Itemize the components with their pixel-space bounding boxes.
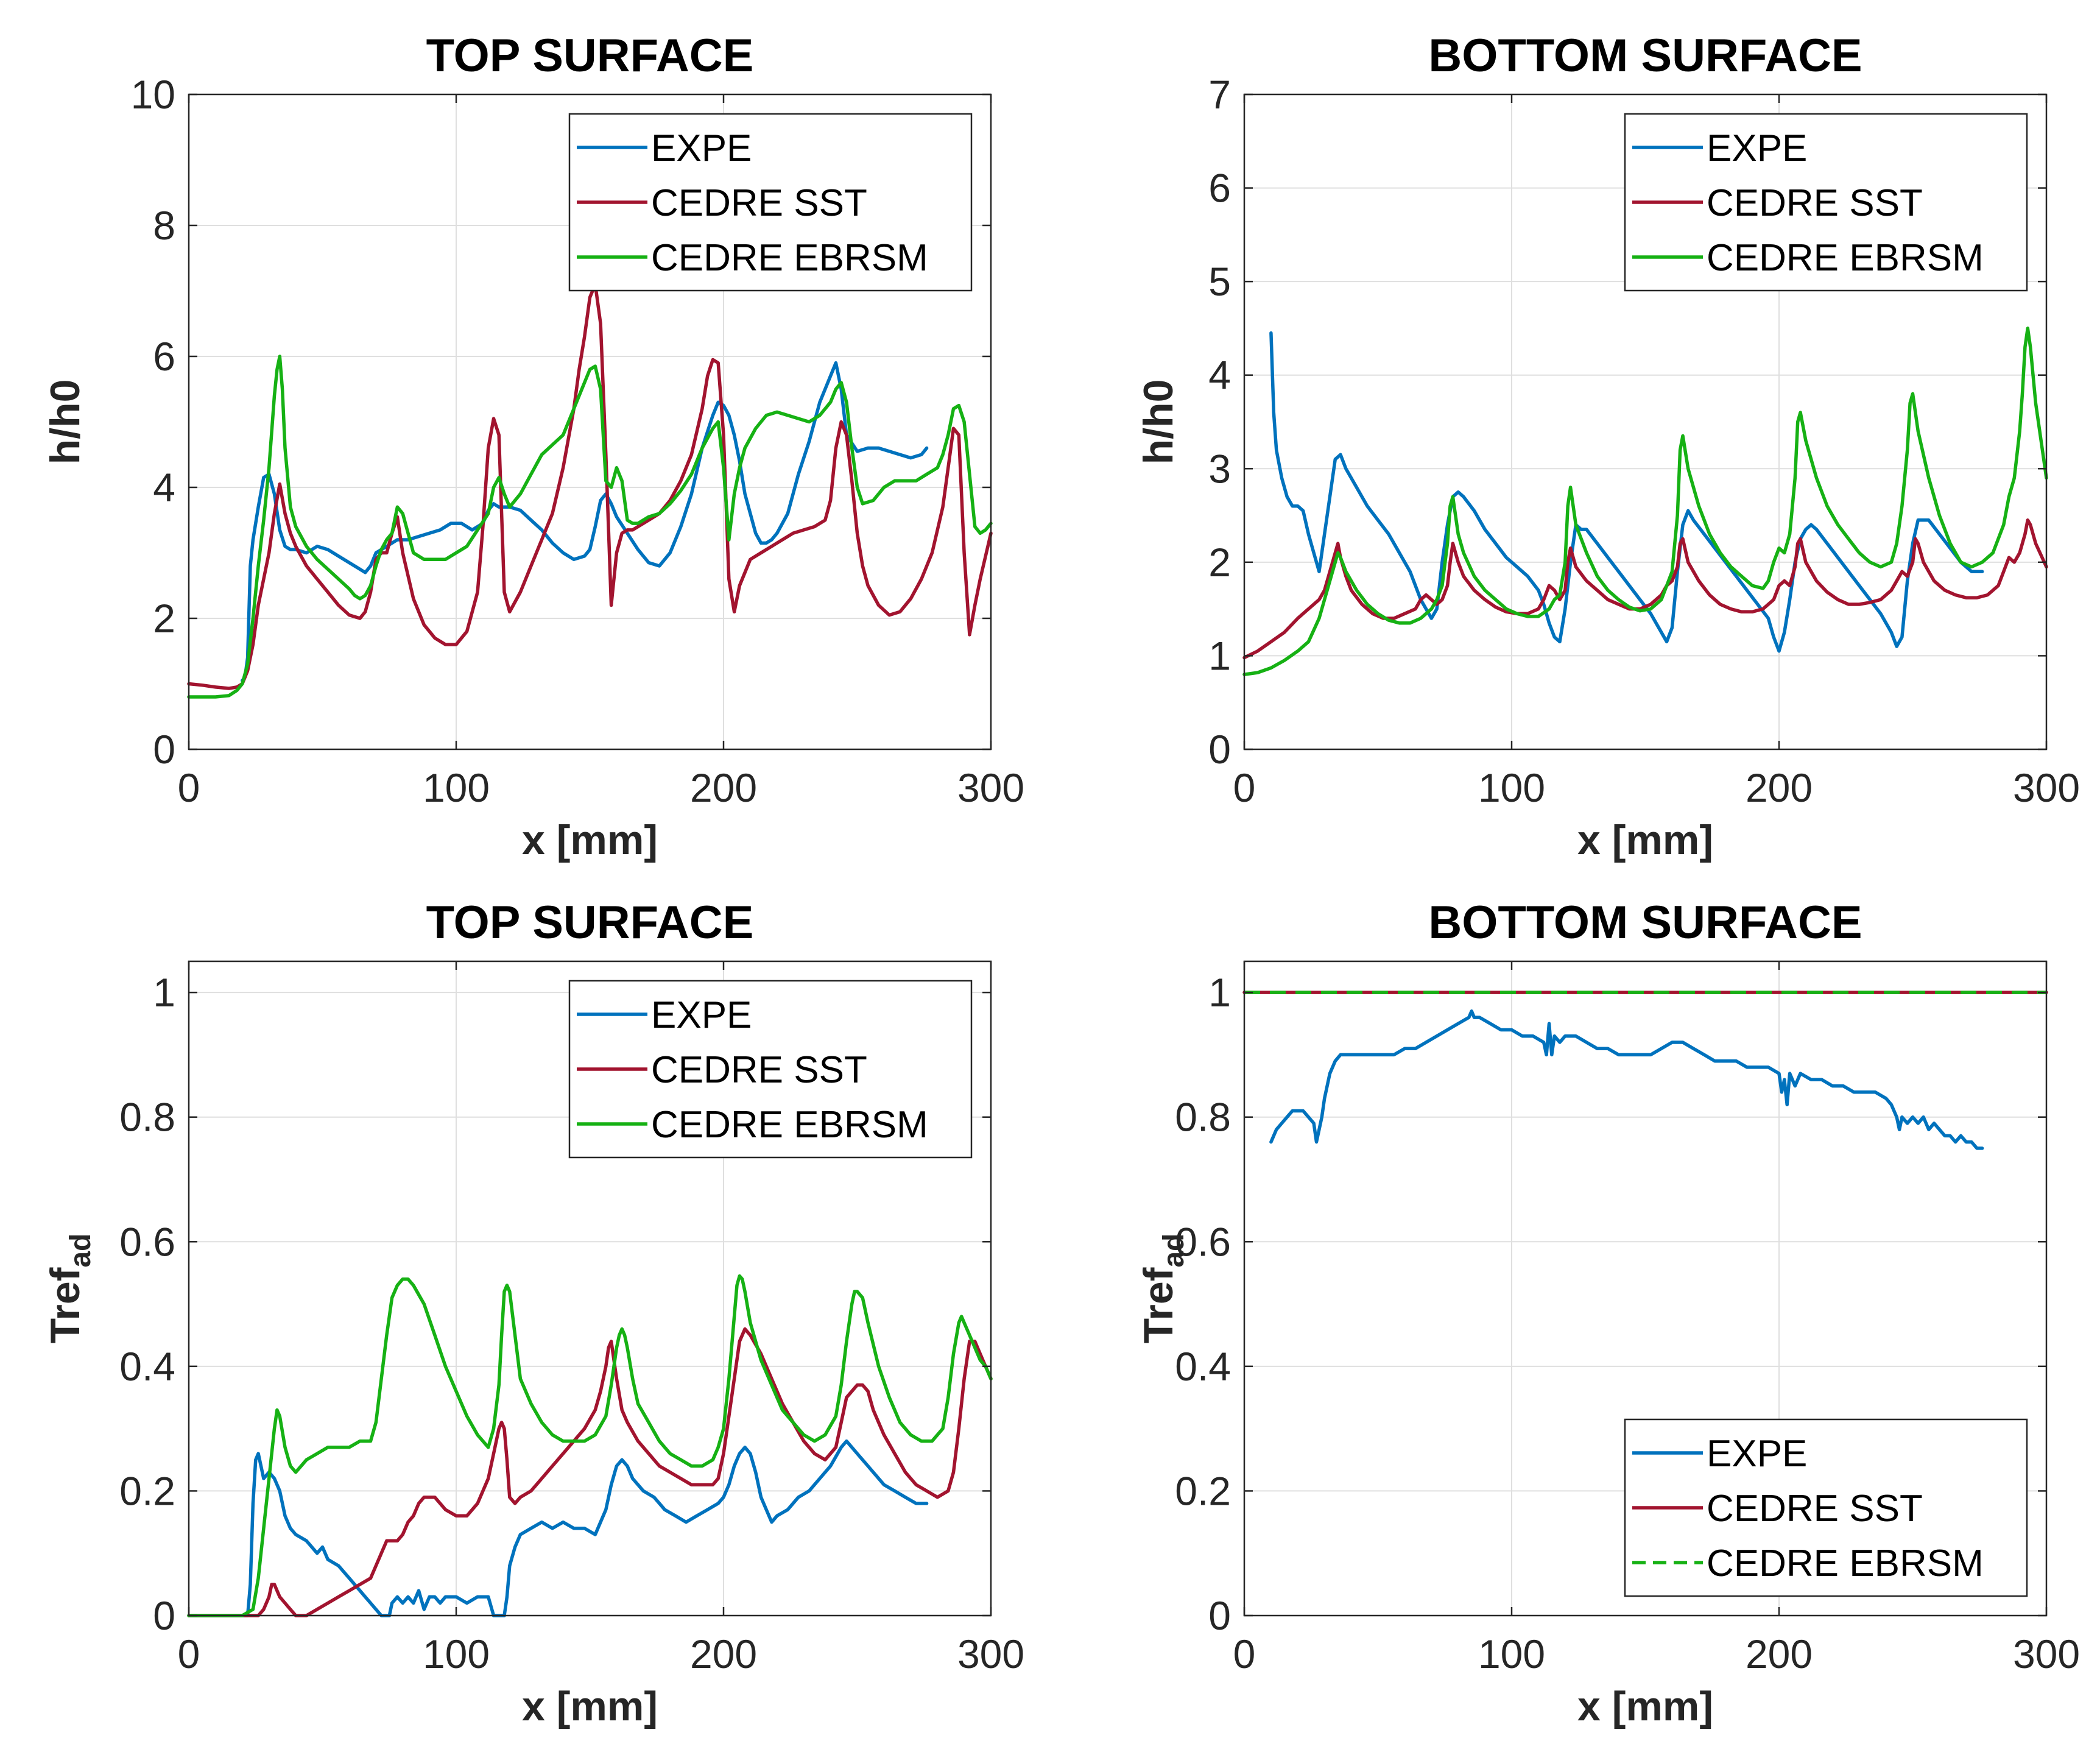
series-line-cedre-ebrsm [1242,327,2048,676]
series-line-expe [241,361,929,682]
x-tick-label: 0 [1233,1631,1256,1676]
x-tick-label: 100 [1478,1631,1545,1676]
legend-label: CEDRE SST [1707,1488,1923,1530]
x-tick-label: 0 [1233,765,1256,810]
y-tick-label: 4 [1208,353,1231,398]
y-axis-label: h/h0 [42,380,88,465]
y-axis-label: h/h0 [1135,380,1182,465]
x-tick-label: 300 [957,1631,1024,1676]
y-tick-label: 0.6 [1175,1219,1231,1264]
x-tick-label: 200 [1746,765,1813,810]
y-tick-label: 5 [1208,259,1231,304]
series-line-cedre-ebrsm [187,1274,993,1617]
y-tick-label: 1 [153,970,175,1015]
chart-title: TOP SURFACE [426,30,754,82]
legend: EXPE CEDRE SST CEDRE EBRSM [568,113,973,292]
chart-title: TOP SURFACE [426,897,754,949]
y-tick-label: 0.2 [1175,1468,1231,1513]
y-tick-label: 10 [131,72,175,117]
y-tick-label: 0.4 [1175,1344,1231,1389]
y-tick-label: 6 [1208,166,1231,211]
x-tick-label: 100 [423,1631,490,1676]
y-axis-label: Trefad [42,1234,97,1344]
legend-label: EXPE [651,994,752,1036]
legend-label: CEDRE EBRSM [651,1104,928,1146]
axes-frame [1243,93,2048,751]
y-axis-label: Trefad [1135,1234,1190,1344]
legend: EXPE CEDRE SST CEDRE EBRSM [568,980,973,1159]
series-line-cedre-sst [1242,518,2048,660]
legend-label: CEDRE SST [651,182,867,224]
x-axis-label: x [mm] [522,817,658,863]
chart-panel-1: 0 100 200 300 0 2 4 6 8 10 TOP SURFACE x [mm] h/h0 EX… [42,30,1024,863]
y-tick-label: 0 [1208,727,1231,772]
x-tick-label: 100 [423,765,490,810]
x-tick-label: 200 [690,765,757,810]
x-tick-label: 300 [957,765,1024,810]
y-tick-label: 2 [153,596,175,641]
series-line-expe [187,1439,929,1617]
legend-label: EXPE [1707,1433,1807,1475]
x-tick-label: 100 [1478,765,1545,810]
x-tick-label: 300 [2013,765,2080,810]
chart-title: BOTTOM SURFACE [1428,897,1862,949]
x-axis-label: x [mm] [1577,817,1713,863]
x-axis-label: x [mm] [1577,1683,1713,1729]
axes-frame [188,960,992,1617]
y-tick-label: 0.2 [119,1468,175,1513]
chart-title: BOTTOM SURFACE [1428,30,1862,82]
legend: EXPE CEDRE SST CEDRE EBRSM [1624,113,2028,292]
y-tick-label: 2 [1208,540,1231,585]
series-line-expe [1269,331,1984,653]
chart-panel-4: 0 100 200 300 0 0.2 0.4 0.6 0.8 1 BOTTOM SURFACE x … [1135,897,2080,1729]
series-line-expe [1269,1009,1984,1150]
legend: EXPE CEDRE SST CEDRE EBRSM [1624,1418,2028,1597]
x-tick-label: 0 [178,765,200,810]
series-line-cedre-ebrsm [187,355,993,699]
y-tick-label: 1 [1208,633,1231,678]
y-tick-label: 6 [153,334,175,379]
y-tick-label: 0.8 [119,1095,175,1140]
y-tick-label: 8 [153,203,175,248]
legend-label: CEDRE EBRSM [651,237,928,279]
legend-label: CEDRE SST [1707,182,1923,224]
axes-frame [1243,960,2048,1617]
y-tick-label: 0 [153,1593,175,1638]
legend-label: CEDRE SST [651,1049,867,1091]
legend-label: EXPE [1707,127,1807,169]
x-tick-label: 0 [178,1631,200,1676]
chart-panel-3: 0 100 200 300 0 0.2 0.4 0.6 0.8 1 TOP SURFACE x [mm… [42,897,1024,1729]
y-tick-label: 0 [153,727,175,772]
legend-label: EXPE [651,127,752,169]
x-tick-label: 200 [1746,1631,1813,1676]
y-tick-label: 0 [1208,1593,1231,1638]
y-tick-label: 3 [1208,446,1231,491]
legend-label: CEDRE EBRSM [1707,237,1984,279]
y-tick-label: 4 [153,465,175,510]
chart-panel-2: 0 100 200 300 0 1 2 3 4 5 6 7 BOTTOM SURFACE x [mm] h/… [1135,30,2080,863]
x-tick-label: 300 [2013,1631,2080,1676]
x-tick-label: 200 [690,1631,757,1676]
legend-label: CEDRE EBRSM [1707,1542,1984,1585]
y-tick-label: 0.4 [119,1344,175,1389]
y-tick-label: 0.6 [119,1219,175,1264]
series-line-cedre-sst [187,1327,993,1617]
x-axis-label: x [mm] [522,1683,658,1729]
y-tick-label: 1 [1208,970,1231,1015]
y-tick-label: 0.8 [1175,1095,1231,1140]
y-tick-label: 7 [1208,72,1231,117]
axes-frame [188,93,992,751]
